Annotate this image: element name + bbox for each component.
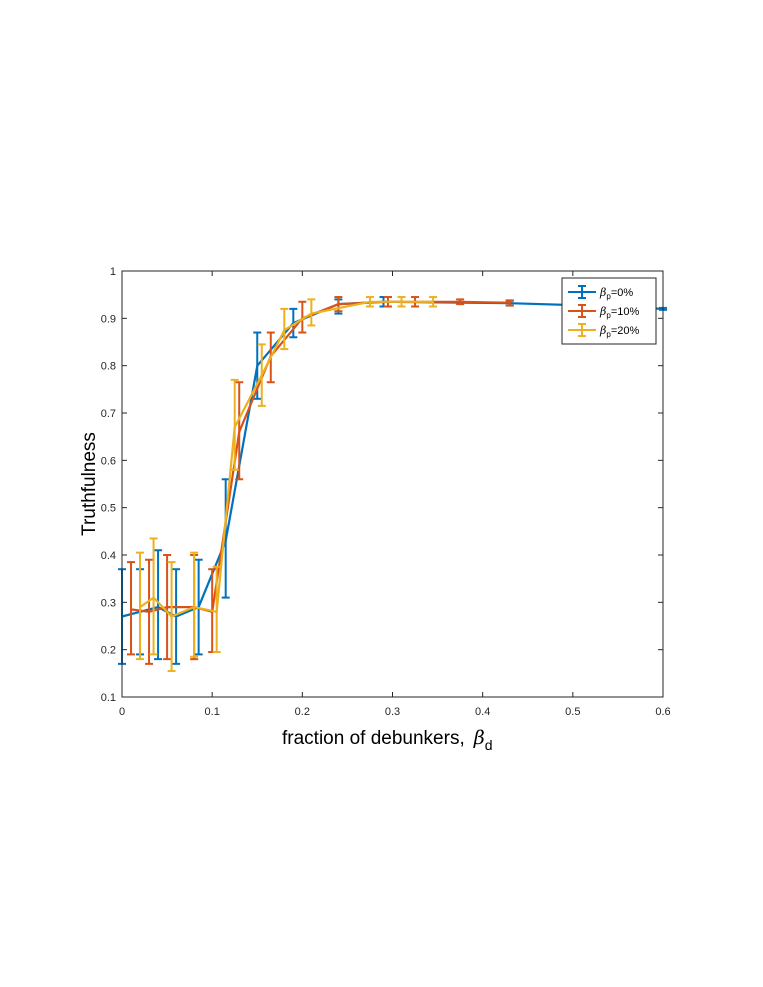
x-tick-label: 0.5 — [565, 706, 580, 718]
error-bar — [280, 307, 289, 351]
y-tick-label: 0.5 — [101, 503, 116, 515]
error-bar — [190, 551, 199, 658]
error-bar — [212, 565, 221, 654]
error-bar — [257, 343, 266, 407]
x-axis-title: fraction of debunkers, βd — [282, 727, 493, 753]
error-bar — [397, 296, 406, 308]
x-tick-label: 0.1 — [205, 706, 220, 718]
legend-label: βp=20% — [599, 324, 639, 339]
y-tick-label: 0.8 — [101, 361, 116, 373]
x-tick-label: 0.2 — [295, 706, 310, 718]
error-bar — [127, 561, 136, 656]
legend-item: βp=0% — [568, 285, 633, 301]
error-bar — [221, 478, 230, 599]
x-tick-label: 0.3 — [385, 706, 400, 718]
legend-label: βp=0% — [599, 286, 633, 301]
y-tick-label: 0.2 — [101, 645, 116, 657]
legend-item: βp=10% — [568, 304, 639, 320]
series-2 — [136, 296, 438, 672]
y-tick-label: 0.7 — [101, 408, 116, 420]
error-bar — [235, 381, 244, 481]
ticks-layer: 0 0.1 0.2 0.3 0.4 0.5 0.60.10.20.30.40.50.60.7… — [101, 266, 671, 718]
series-line — [139, 300, 434, 618]
error-bar — [307, 298, 316, 327]
error-bar — [145, 558, 154, 665]
legend: βp=0% βp=10% βp=20% — [561, 277, 657, 345]
error-bar — [172, 568, 181, 665]
y-tick-label: 0.1 — [101, 692, 116, 704]
y-tick-label: 1 — [110, 266, 116, 278]
error-bar — [149, 537, 158, 656]
error-bar — [456, 298, 465, 306]
error-bar — [230, 378, 239, 471]
error-bar — [505, 299, 514, 307]
error-bar — [365, 296, 374, 308]
error-bar — [429, 296, 438, 308]
error-bar — [298, 300, 307, 334]
x-tick-label: 0.4 — [475, 706, 490, 718]
y-axis-title: Truthfulness — [79, 432, 100, 536]
error-bar — [289, 307, 298, 339]
legend-label: βp=10% — [599, 305, 639, 320]
x-tick-label: 0 — [119, 706, 125, 718]
y-tick-label: 0.3 — [101, 597, 116, 609]
x-tick-label: 0.6 — [655, 706, 670, 718]
error-bar — [154, 549, 163, 661]
y-tick-label: 0.4 — [101, 550, 116, 562]
error-bar — [163, 554, 172, 661]
y-tick-label: 0.9 — [101, 313, 116, 325]
legend-item: βp=20% — [568, 323, 639, 339]
series-layer — [118, 296, 667, 672]
error-bar — [167, 561, 176, 672]
error-bar — [136, 551, 145, 661]
y-tick-label: 0.6 — [101, 455, 116, 467]
